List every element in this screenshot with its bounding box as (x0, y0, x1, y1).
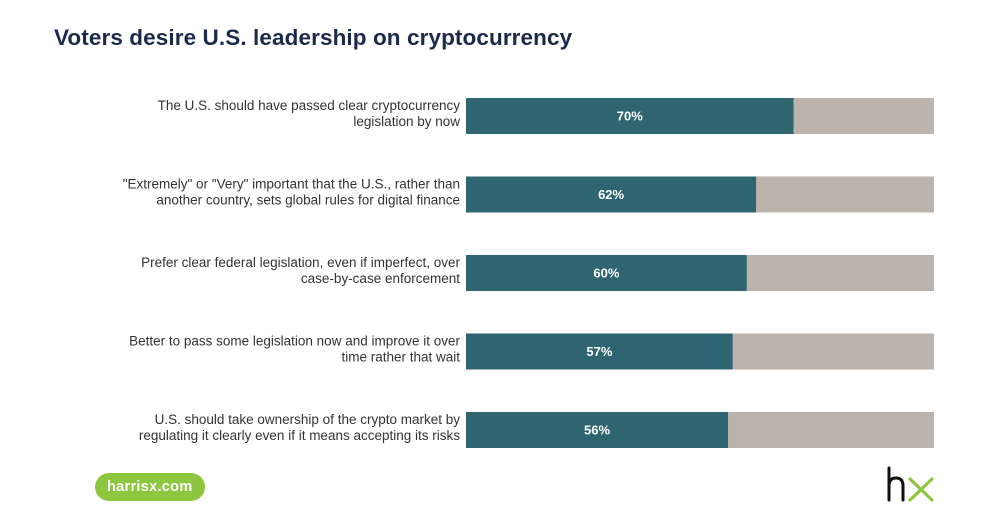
bar-remainder (746, 255, 934, 291)
bar-value-label: 62% (598, 187, 624, 202)
bar-value-label: 60% (593, 266, 619, 281)
category-label: Better to pass some legislation now and … (129, 334, 460, 365)
chart-title: Voters desire U.S. leadership on cryptoc… (54, 25, 573, 50)
bar-value-label: 57% (586, 344, 612, 359)
website-badge[interactable]: harrisx.com (95, 473, 205, 501)
bar (466, 255, 747, 291)
hx-logo-icon (887, 466, 934, 502)
bar (466, 98, 794, 134)
category-label: The U.S. should have passed clear crypto… (158, 98, 461, 129)
bar-remainder (793, 98, 934, 134)
category-label: "Extremely" or "Very" important that the… (123, 177, 460, 208)
bar-remainder (728, 412, 934, 448)
bar-value-label: 70% (617, 109, 643, 124)
bar (466, 412, 729, 448)
category-label: Prefer clear federal legislation, even i… (141, 255, 460, 286)
bar (466, 333, 733, 370)
category-label: U.S. should take ownership of the crypto… (139, 412, 460, 443)
bar-value-label: 56% (584, 423, 610, 438)
bar-remainder (732, 333, 934, 370)
bar-remainder (756, 176, 934, 213)
bar (466, 176, 757, 213)
